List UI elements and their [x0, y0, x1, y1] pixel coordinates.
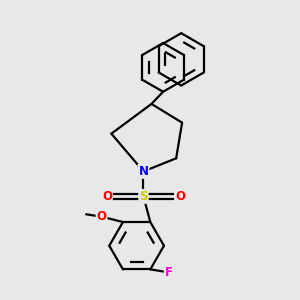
- Text: F: F: [165, 266, 173, 279]
- Text: N: N: [139, 165, 148, 178]
- Text: O: O: [175, 190, 185, 203]
- Text: O: O: [97, 210, 106, 223]
- Text: O: O: [102, 190, 112, 203]
- Text: S: S: [139, 190, 148, 203]
